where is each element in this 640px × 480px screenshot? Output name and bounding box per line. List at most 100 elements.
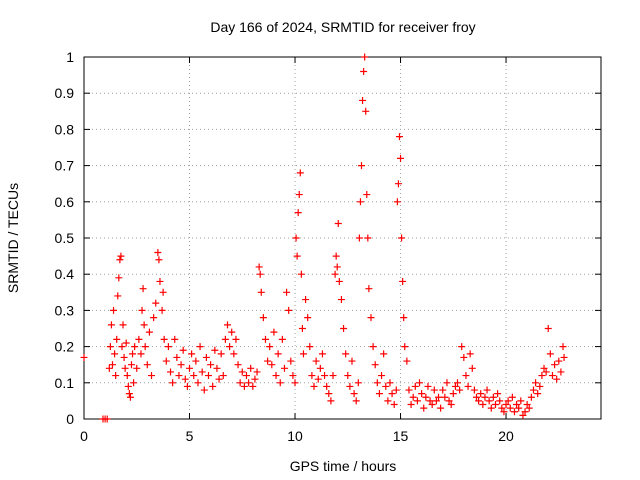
data-point: [264, 357, 272, 365]
data-point: [392, 386, 400, 394]
data-point: [141, 343, 149, 351]
data-point: [285, 306, 293, 314]
data-point: [373, 379, 381, 387]
plot-frame: [83, 56, 602, 420]
data-point: [194, 379, 202, 387]
data-point: [200, 386, 208, 394]
data-point: [538, 372, 546, 380]
data-point: [111, 350, 119, 358]
data-point: [337, 296, 345, 304]
data-point: [266, 343, 274, 351]
y-tick-label: 0.3: [55, 302, 75, 318]
data-point: [424, 382, 432, 390]
data-point: [462, 372, 470, 380]
data-point: [489, 393, 497, 401]
data-point: [515, 404, 523, 412]
data-point: [188, 350, 196, 358]
data-point: [483, 386, 491, 394]
data-point: [413, 397, 421, 405]
data-point: [401, 343, 409, 351]
data-point: [164, 343, 172, 351]
data-point: [120, 353, 128, 361]
data-point: [560, 353, 568, 361]
data-point: [378, 372, 386, 380]
data-point: [169, 379, 177, 387]
data-point: [287, 357, 295, 365]
data-point: [217, 350, 225, 358]
data-point: [454, 379, 462, 387]
data-point: [221, 335, 229, 343]
data-point: [500, 408, 508, 416]
data-point: [393, 198, 401, 206]
data-point: [437, 404, 445, 412]
data-point: [364, 234, 372, 242]
data-point: [551, 361, 559, 369]
data-point: [331, 270, 339, 278]
data-point: [103, 415, 111, 423]
data-point: [449, 390, 457, 398]
data-point: [150, 314, 158, 322]
data-point: [175, 372, 183, 380]
data-point: [403, 357, 411, 365]
data-point: [219, 372, 227, 380]
data-point: [510, 408, 518, 416]
data-point: [80, 353, 88, 361]
data-point: [527, 393, 535, 401]
data-point: [272, 372, 280, 380]
data-point: [127, 361, 135, 369]
data-point: [496, 397, 504, 405]
data-point: [464, 382, 472, 390]
data-point: [542, 368, 550, 376]
data-point: [334, 220, 342, 228]
data-point: [369, 343, 377, 351]
data-point: [362, 107, 370, 115]
data-point: [422, 393, 430, 401]
data-point: [544, 325, 552, 332]
data-point: [350, 390, 358, 398]
data-point: [432, 397, 440, 405]
x-tick-label: 5: [186, 428, 194, 444]
data-point: [291, 379, 299, 387]
data-point: [426, 397, 434, 405]
data-point: [116, 256, 124, 264]
data-point: [371, 361, 379, 369]
data-point: [299, 350, 307, 358]
data-point: [131, 343, 139, 351]
y-tick-label: 0.4: [55, 266, 75, 282]
y-tick-label: 0.2: [55, 339, 75, 355]
data-point: [388, 390, 396, 398]
data-point: [536, 382, 544, 390]
data-point: [297, 270, 305, 278]
data-point: [394, 180, 402, 188]
data-point: [508, 393, 516, 401]
data-point: [226, 343, 234, 351]
data-point: [181, 375, 189, 383]
data-point: [118, 343, 126, 351]
data-point: [230, 350, 238, 358]
data-point: [481, 393, 489, 401]
data-point: [155, 256, 163, 264]
data-point: [251, 375, 259, 383]
data-point: [139, 285, 147, 293]
data-point: [553, 375, 561, 383]
y-tick-label: 0.1: [55, 375, 75, 391]
x-tick-label: 20: [498, 428, 514, 444]
data-point: [365, 285, 373, 293]
data-point: [525, 404, 533, 412]
data-point: [380, 350, 388, 358]
data-point: [354, 379, 362, 387]
data-point: [468, 364, 476, 372]
data-point: [156, 277, 164, 285]
data-point: [105, 364, 113, 372]
data-point: [160, 335, 168, 343]
data-point: [384, 397, 392, 405]
data-point: [261, 335, 269, 343]
data-point: [352, 397, 360, 405]
data-point: [485, 397, 493, 405]
data-point: [441, 393, 449, 401]
data-point: [332, 252, 340, 260]
data-point: [458, 343, 466, 351]
data-point: [106, 343, 114, 351]
data-point: [167, 368, 175, 376]
